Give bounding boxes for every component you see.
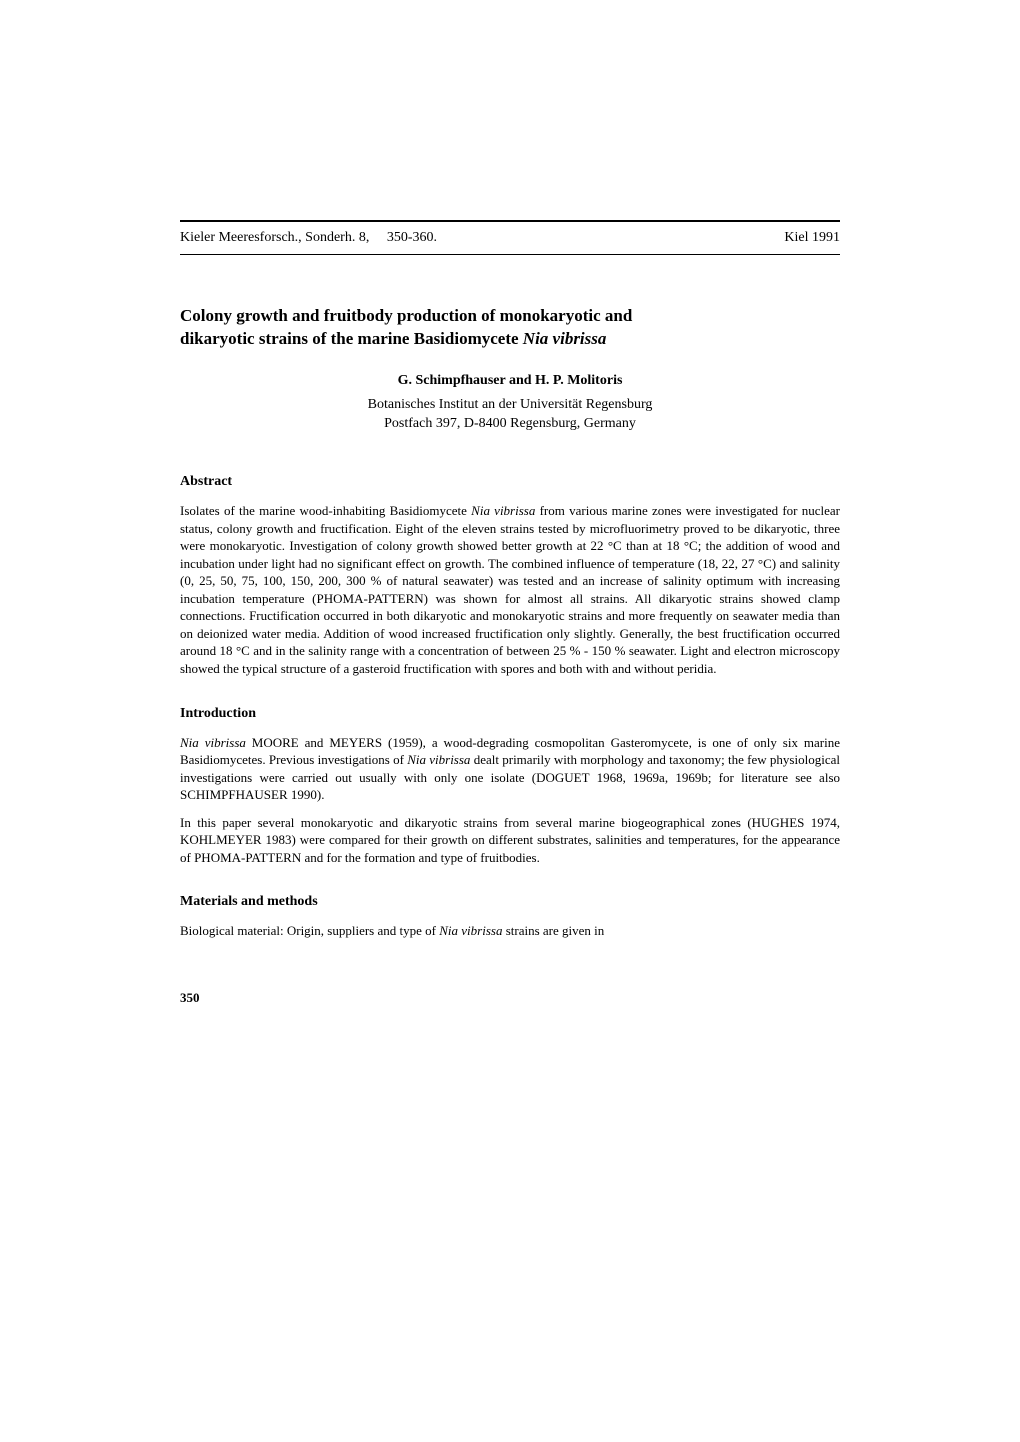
- introduction-para1: Nia vibrissa MOORE and MEYERS (1959), a …: [180, 734, 840, 804]
- materials-species: Nia vibrissa: [439, 923, 502, 938]
- authors: G. Schimpfhauser and H. P. Molitoris: [180, 373, 840, 389]
- title-species-name: Nia vibrissa: [523, 329, 607, 348]
- abstract-prefix: Isolates of the marine wood-inhabiting B…: [180, 503, 471, 518]
- abstract-body: from various marine zones were investiga…: [180, 503, 840, 676]
- abstract-text: Isolates of the marine wood-inhabiting B…: [180, 502, 840, 677]
- intro-species1: Nia vibrissa: [180, 735, 246, 750]
- materials-para1: Biological material: Origin, suppliers a…: [180, 922, 840, 940]
- page-range: 350-360.: [387, 230, 437, 245]
- issue-info: Kiel 1991: [784, 230, 840, 246]
- header-row: Kieler Meeresforsch., Sonderh. 8, 350-36…: [180, 230, 840, 254]
- header-bottom-rule: [180, 254, 840, 255]
- affiliation: Botanisches Institut an der Universität …: [180, 395, 840, 434]
- introduction-para2: In this paper several monokaryotic and d…: [180, 814, 840, 867]
- journal-name: Kieler Meeresforsch., Sonderh. 8,: [180, 230, 369, 245]
- materials-prefix: Biological material: Origin, suppliers a…: [180, 923, 439, 938]
- intro-species2: Nia vibrissa: [407, 752, 470, 767]
- journal-citation: Kieler Meeresforsch., Sonderh. 8, 350-36…: [180, 230, 437, 246]
- abstract-heading: Abstract: [180, 474, 840, 490]
- title-line1: Colony growth and fruitbody production o…: [180, 306, 632, 325]
- affiliation-line2: Postfach 397, D-8400 Regensburg, Germany: [384, 416, 636, 431]
- materials-heading: Materials and methods: [180, 894, 840, 910]
- header-top-rule: [180, 220, 840, 222]
- page-number: 350: [180, 990, 840, 1006]
- paper-title: Colony growth and fruitbody production o…: [180, 305, 840, 351]
- title-line2-prefix: dikaryotic strains of the marine Basidio…: [180, 329, 523, 348]
- materials-suffix: strains are given in: [502, 923, 604, 938]
- affiliation-line1: Botanisches Institut an der Universität …: [368, 397, 653, 412]
- introduction-heading: Introduction: [180, 706, 840, 722]
- abstract-species: Nia vibrissa: [471, 503, 535, 518]
